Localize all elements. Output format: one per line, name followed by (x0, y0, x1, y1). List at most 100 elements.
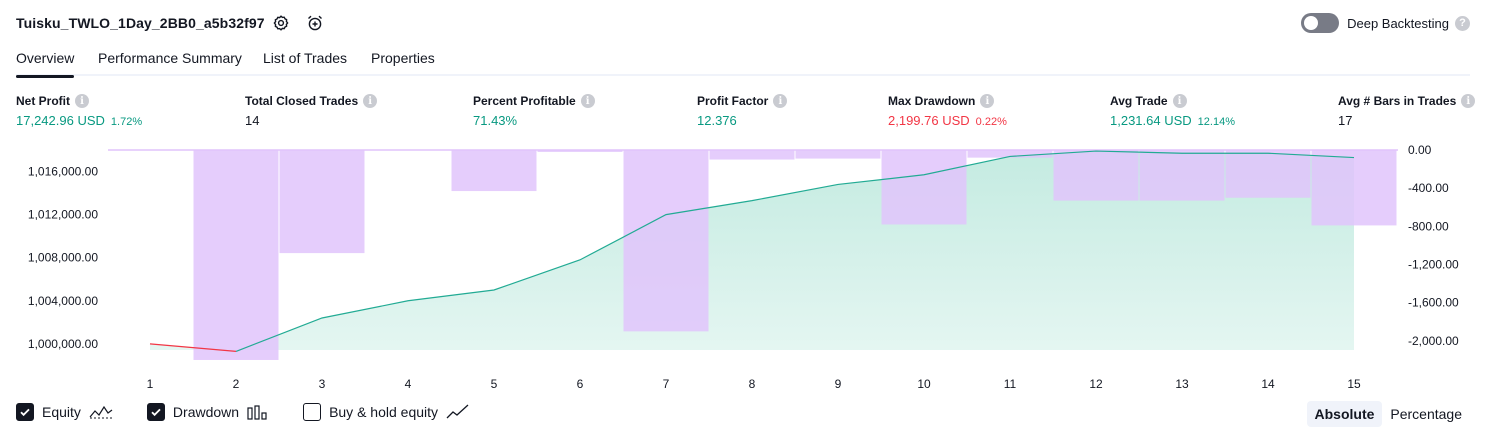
tab-list-of-trades[interactable]: List of Trades (263, 50, 347, 76)
drawdown-bar (1312, 150, 1397, 225)
x-axis-tick-label: 9 (835, 377, 842, 391)
legend-label: Drawdown (173, 404, 239, 420)
drawdown-bar (280, 150, 365, 253)
drawdown-bar (882, 150, 967, 224)
x-axis-tick-label: 14 (1261, 377, 1275, 391)
x-axis-tick-label: 4 (405, 377, 412, 391)
absolute-button[interactable]: Absolute (1307, 401, 1383, 427)
drawdown-checkbox[interactable] (147, 403, 165, 421)
left-axis-tick-label: 1,012,000.00 (28, 208, 98, 222)
right-axis-tick-label: -800.00 (1408, 219, 1449, 233)
metric-value: 17 (1338, 113, 1352, 128)
metric-value: 71.43% (473, 113, 517, 128)
tab-properties[interactable]: Properties (371, 50, 435, 76)
equity-drawdown-chart[interactable]: 1,000,000.00 1,004,000.00 1,008,000.00 1,01… (0, 140, 1486, 395)
checkmark-icon (19, 406, 31, 418)
metric-label: Percent Profitable (473, 94, 576, 108)
left-axis-tick-label: 1,016,000.00 (28, 165, 98, 179)
x-axis-tick-label: 6 (577, 377, 584, 391)
deep-backtesting-toggle[interactable] (1301, 13, 1339, 33)
metric-percent: 12.14% (1198, 116, 1235, 128)
x-axis-tick-label: 7 (663, 377, 670, 391)
drawdown-bar (452, 150, 537, 191)
left-axis-tick-label: 1,008,000.00 (28, 251, 98, 265)
right-axis-tick-label: 0.00 (1408, 143, 1432, 157)
drawdown-bar (1054, 150, 1139, 201)
legend-buy-hold-equity[interactable]: Buy & hold equity (303, 403, 470, 421)
drawdown-bar (624, 150, 709, 331)
x-axis-tick-label: 2 (233, 377, 240, 391)
metric-avg-bars-in-trades: Avg # Bars in Trades i 17 (1338, 94, 1475, 128)
drawdown-bar (796, 150, 881, 159)
metric-percent: 1.72% (111, 116, 142, 128)
right-axis-tick-label: -1,600.00 (1408, 296, 1459, 310)
x-axis-tick-label: 15 (1347, 377, 1361, 391)
tab-bar: Overview Performance Summary List of Tra… (16, 46, 1470, 76)
metric-label: Avg # Bars in Trades (1338, 94, 1456, 108)
x-axis-tick-label: 8 (749, 377, 756, 391)
buy-hold-checkbox[interactable] (303, 403, 321, 421)
chart-legend: Equity Drawdown Buy & hold equity (16, 403, 504, 421)
legend-label: Equity (42, 404, 81, 420)
equity-checkbox[interactable] (16, 403, 34, 421)
left-axis-tick-label: 1,000,000.00 (28, 337, 98, 351)
right-axis-tick-label: -1,200.00 (1408, 258, 1459, 272)
info-icon[interactable]: i (1173, 94, 1187, 108)
metric-label: Profit Factor (697, 94, 768, 108)
tab-performance-summary[interactable]: Performance Summary (98, 50, 242, 76)
checkmark-icon (150, 406, 162, 418)
metric-percent: 0.22% (976, 116, 1007, 128)
metric-percent-profitable: Percent Profitable i 71.43% (473, 94, 595, 128)
info-icon[interactable]: i (773, 94, 787, 108)
x-axis-tick-label: 12 (1089, 377, 1103, 391)
x-axis-tick-label: 11 (1004, 377, 1017, 391)
legend-label: Buy & hold equity (329, 404, 438, 420)
top-bar: Tuisku_TWLO_1Day_2BB0_a5b32f97 Deep Back… (0, 0, 1486, 46)
drawdown-bar (194, 150, 279, 360)
metric-value: 2,199.76 USD (888, 113, 970, 128)
drawdown-bar (1226, 150, 1311, 198)
metric-label: Total Closed Trades (245, 94, 358, 108)
buy-hold-line-icon (446, 404, 470, 420)
metric-total-closed-trades: Total Closed Trades i 14 (245, 94, 377, 128)
metric-max-drawdown: Max Drawdown i 2,199.76 USD 0.22% (888, 94, 1007, 128)
legend-equity[interactable]: Equity (16, 403, 113, 421)
metric-label: Net Profit (16, 94, 70, 108)
left-axis-tick-label: 1,004,000.00 (28, 294, 98, 308)
info-icon[interactable]: i (980, 94, 994, 108)
value-mode-toggle: Absolute Percentage (1307, 401, 1471, 427)
percentage-button[interactable]: Percentage (1382, 401, 1470, 427)
info-icon[interactable]: i (1461, 94, 1475, 108)
equity-series-icon (89, 404, 113, 420)
info-icon[interactable]: i (581, 94, 595, 108)
metric-profit-factor: Profit Factor i 12.376 (697, 94, 787, 128)
x-axis-tick-label: 1 (147, 377, 154, 391)
settings-gear-icon[interactable] (271, 13, 291, 33)
metric-value: 12.376 (697, 113, 737, 128)
alarm-clock-add-icon[interactable] (305, 13, 325, 33)
strategy-title: Tuisku_TWLO_1Day_2BB0_a5b32f97 (16, 15, 265, 31)
metric-label: Max Drawdown (888, 94, 975, 108)
info-icon[interactable]: i (75, 94, 89, 108)
x-axis-tick-label: 13 (1175, 377, 1189, 391)
drawdown-bar (710, 150, 795, 160)
right-axis-tick-label: -2,000.00 (1408, 334, 1459, 348)
metric-value: 1,231.64 USD (1110, 113, 1192, 128)
metric-value: 14 (245, 113, 259, 128)
drawdown-bars-icon (247, 404, 269, 420)
info-icon[interactable]: i (363, 94, 377, 108)
metric-avg-trade: Avg Trade i 1,231.64 USD 12.14% (1110, 94, 1235, 128)
metric-value: 17,242.96 USD (16, 113, 105, 128)
x-axis-tick-label: 5 (491, 377, 498, 391)
drawdown-bar (538, 150, 623, 152)
help-icon[interactable]: ? (1455, 16, 1470, 31)
deep-backtesting-control: Deep Backtesting ? (1301, 13, 1470, 33)
metric-net-profit: Net Profit i 17,242.96 USD 1.72% (16, 94, 142, 128)
x-axis-tick-label: 10 (917, 377, 931, 391)
legend-drawdown[interactable]: Drawdown (147, 403, 269, 421)
right-axis-tick-label: -400.00 (1408, 181, 1449, 195)
drawdown-bar (1140, 150, 1225, 201)
x-axis-tick-label: 3 (319, 377, 326, 391)
metric-label: Avg Trade (1110, 94, 1168, 108)
tab-overview[interactable]: Overview (16, 50, 74, 76)
